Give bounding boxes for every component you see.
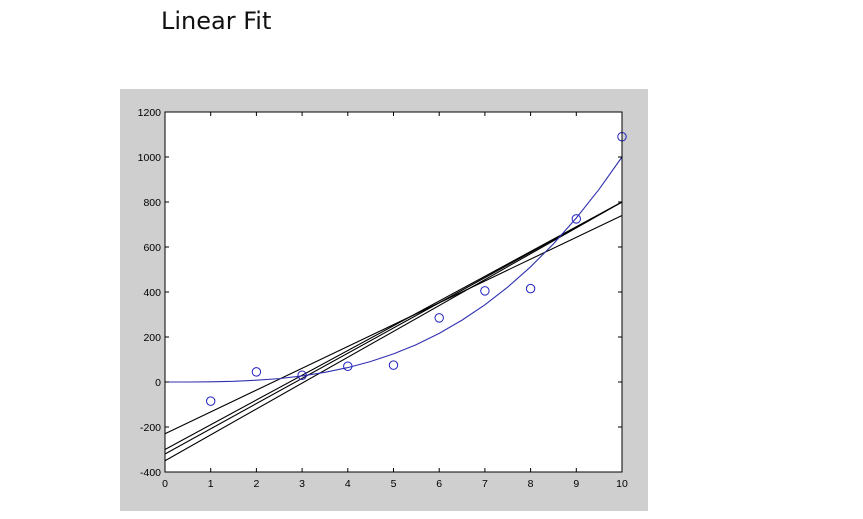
- plot-area: [165, 112, 622, 472]
- x-tick-label: 2: [253, 478, 259, 490]
- data-point: [388, 360, 399, 370]
- data-point: [434, 313, 444, 323]
- data-points-group: [206, 132, 627, 406]
- x-tick-label: 5: [391, 478, 397, 490]
- fit-line-1: [164, 201, 623, 450]
- x-tick-label: 3: [299, 478, 305, 490]
- y-tick-label: 600: [143, 242, 161, 254]
- data-point: [571, 214, 581, 224]
- x-tick-label: 8: [528, 478, 534, 490]
- data-point: [343, 361, 353, 371]
- data-point: [206, 396, 216, 406]
- data-point: [525, 283, 536, 294]
- y-tick-label: 200: [143, 332, 161, 344]
- fit-curve: [165, 156, 623, 383]
- y-axis: -400 -200 0 200 400 600 800 1000 1200: [138, 107, 622, 479]
- x-tick-label: 10: [616, 478, 628, 490]
- x-tick-label: 9: [573, 478, 579, 490]
- y-tick-label: -200: [140, 422, 161, 434]
- y-tick-label: -400: [140, 467, 161, 479]
- y-tick-label: 1200: [138, 107, 162, 119]
- y-tick-label: 0: [155, 377, 161, 389]
- curve-group: [165, 156, 623, 383]
- x-tick-label: 6: [436, 478, 442, 490]
- fit-line-2: [164, 201, 623, 455]
- x-tick-label: 1: [208, 478, 214, 490]
- y-tick-label: 400: [143, 287, 161, 299]
- data-point: [480, 286, 490, 296]
- page-title: Linear Fit: [161, 7, 272, 35]
- x-tick-label: 7: [482, 478, 488, 490]
- y-tick-label: 1000: [138, 152, 162, 164]
- data-point: [297, 370, 307, 380]
- x-tick-label: 0: [162, 478, 168, 490]
- x-tick-label: 4: [345, 478, 351, 490]
- data-point: [251, 367, 262, 377]
- x-axis: 0 1 2 3 4 5 6 7 8 9 10: [162, 112, 628, 490]
- y-tick-label: 800: [143, 197, 161, 209]
- fit-line-3: [164, 201, 623, 462]
